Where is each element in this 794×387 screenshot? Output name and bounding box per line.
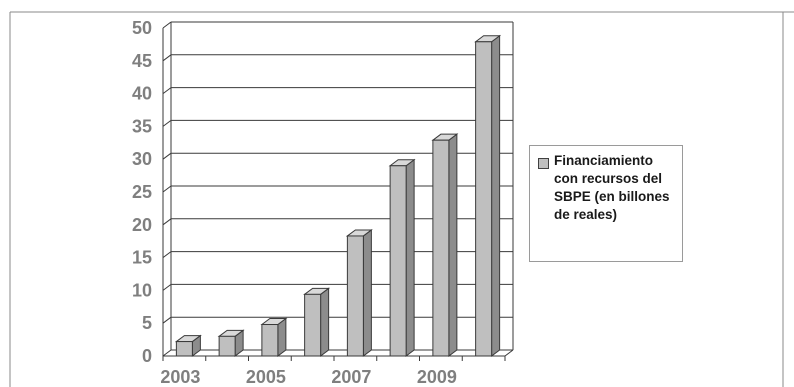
side-wall-tick bbox=[162, 185, 172, 193]
bar bbox=[260, 317, 288, 357]
bar-front-face bbox=[261, 324, 279, 357]
legend-swatch bbox=[538, 158, 549, 169]
bar-side-face bbox=[320, 287, 330, 357]
x-tick-label: 2009 bbox=[417, 367, 457, 387]
bar-front-face bbox=[475, 41, 493, 357]
y-tick-label: 20 bbox=[132, 215, 152, 235]
side-wall-tick bbox=[162, 251, 172, 259]
y-tick-label: 0 bbox=[142, 346, 152, 366]
y-tick-label: 50 bbox=[132, 18, 152, 38]
y-tick-label: 5 bbox=[142, 313, 152, 333]
legend-label: Financiamiento con recursos del SBPE (en… bbox=[554, 153, 670, 222]
bar bbox=[431, 133, 459, 357]
x-tick-label: 2003 bbox=[160, 367, 200, 387]
bar bbox=[388, 158, 416, 357]
bar-side-face bbox=[405, 158, 415, 357]
bar bbox=[174, 334, 202, 357]
side-wall-tick bbox=[162, 120, 172, 127]
side-wall-tick bbox=[162, 283, 172, 291]
bar bbox=[217, 329, 245, 357]
axes bbox=[162, 22, 514, 361]
side-wall-tick bbox=[162, 54, 172, 62]
side-wall-tick bbox=[162, 87, 172, 94]
bar bbox=[474, 34, 502, 357]
bar bbox=[345, 228, 373, 357]
side-wall-tick bbox=[162, 21, 172, 29]
y-tick-label: 10 bbox=[132, 280, 152, 300]
y-tick-label: 35 bbox=[132, 116, 152, 136]
bar bbox=[303, 287, 331, 357]
bars bbox=[174, 34, 502, 357]
bar-front-face bbox=[175, 341, 193, 357]
y-axis-ticks: 0 5 10 15 20 25 30 35 40 45 50 bbox=[132, 18, 152, 366]
y-tick-label: 15 bbox=[132, 248, 152, 268]
bar-front-face bbox=[389, 165, 407, 357]
side-wall-tick bbox=[162, 152, 172, 160]
legend: Financiamiento con recursos del SBPE (en… bbox=[529, 145, 683, 262]
gridlines bbox=[162, 21, 513, 357]
y-tick-label: 45 bbox=[132, 51, 152, 71]
bar-front-face bbox=[304, 293, 322, 357]
bar-side-face bbox=[362, 228, 372, 357]
x-tick-label: 2005 bbox=[246, 367, 286, 387]
bar-side-face bbox=[448, 133, 458, 357]
floor-right-edge bbox=[504, 349, 514, 357]
bar-front-face bbox=[432, 139, 450, 357]
side-wall-tick bbox=[162, 349, 172, 357]
y-tick-label: 30 bbox=[132, 149, 152, 169]
bar-front-face bbox=[346, 235, 364, 357]
chart-outer-border bbox=[9, 11, 794, 387]
bar-front-face bbox=[218, 335, 236, 357]
y-tick-label: 25 bbox=[132, 182, 152, 202]
x-axis-ticks: 2003 2005 2007 2009 bbox=[160, 367, 457, 387]
bar-side-face bbox=[491, 34, 501, 357]
side-wall-tick bbox=[162, 218, 172, 226]
y-tick-label: 40 bbox=[132, 84, 152, 104]
x-tick-label: 2007 bbox=[331, 367, 371, 387]
side-wall-tick bbox=[162, 316, 172, 324]
